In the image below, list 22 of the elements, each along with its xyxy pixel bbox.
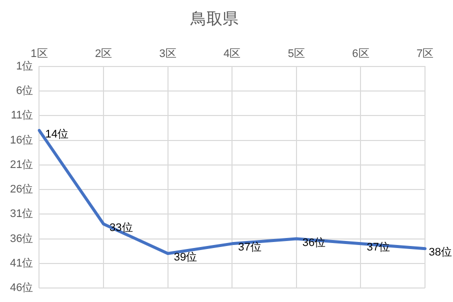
data-label: 38位: [428, 246, 452, 259]
data-label: 37位: [238, 242, 262, 254]
y-tick-label: 41位: [10, 257, 34, 270]
x-tick-label: 7区: [416, 48, 434, 60]
x-tick-label: 2区: [94, 48, 112, 60]
y-tick-label: 36位: [10, 232, 34, 245]
x-tick-label: 5区: [288, 48, 305, 60]
y-tick-label: 21位: [10, 158, 34, 171]
x-tick-label: 1区: [30, 48, 48, 60]
y-tick-label: 1位: [16, 60, 34, 72]
y-tick-label: 11位: [10, 110, 34, 122]
x-tick-label: 3区: [159, 48, 176, 60]
data-label: 14位: [45, 128, 68, 140]
x-tick-label: 6区: [352, 48, 370, 60]
chart-title: 鳥取県: [190, 10, 238, 28]
y-tick-label: 26位: [10, 184, 34, 196]
y-tick-label: 16位: [10, 134, 34, 146]
data-label: 39位: [174, 252, 198, 264]
x-tick-label: 4区: [224, 48, 241, 60]
y-tick-label: 46位: [10, 282, 34, 294]
y-tick-label: 31位: [10, 208, 34, 220]
y-tick-label: 6位: [16, 85, 34, 98]
